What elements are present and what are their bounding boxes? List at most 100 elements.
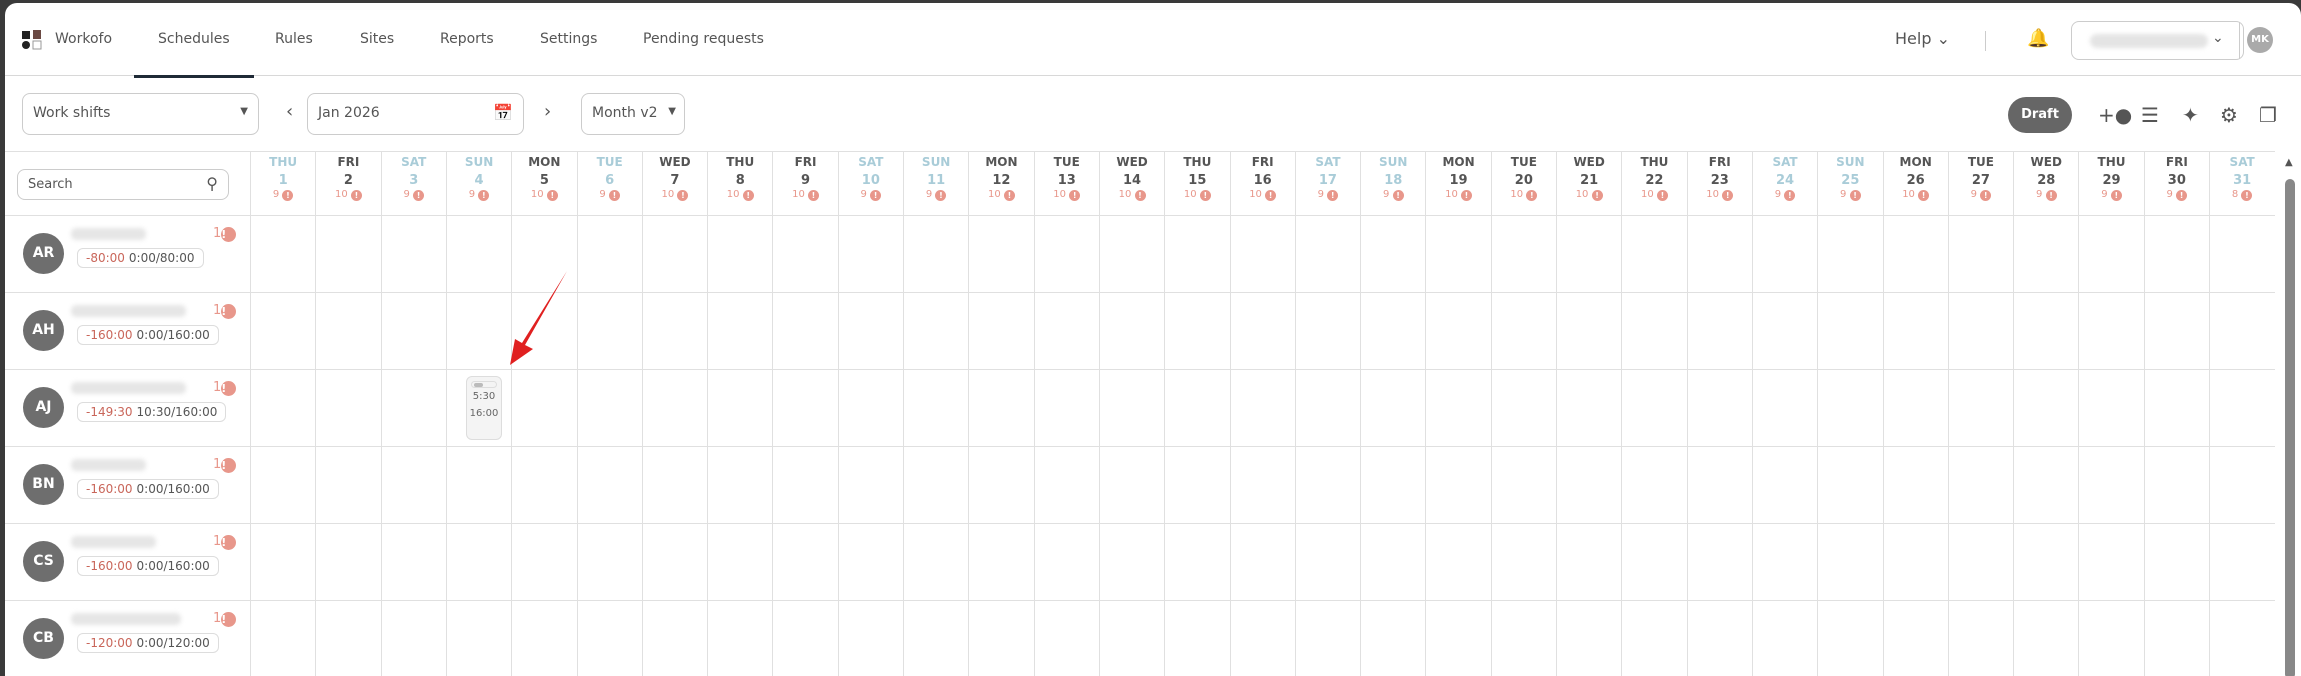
day-cell[interactable] xyxy=(2143,293,2145,370)
day-cell[interactable] xyxy=(968,370,970,447)
day-cell[interactable] xyxy=(1294,293,1296,370)
day-cell[interactable] xyxy=(2143,447,2145,524)
tab-pending-requests[interactable]: Pending requests xyxy=(643,31,764,47)
prev-month-button[interactable]: ‹ xyxy=(286,101,294,122)
avatar[interactable]: BN xyxy=(23,464,64,505)
day-cell[interactable] xyxy=(2209,447,2210,524)
bell-icon[interactable]: 🔔 xyxy=(2027,28,2050,49)
day-cell[interactable] xyxy=(380,216,382,293)
day-cell[interactable] xyxy=(1229,447,1231,524)
day-cell[interactable] xyxy=(1098,293,1100,370)
day-cell[interactable] xyxy=(2078,293,2080,370)
day-cell[interactable] xyxy=(1033,524,1035,601)
day-cell[interactable] xyxy=(576,447,578,524)
day-cell[interactable] xyxy=(968,216,970,293)
tab-rules[interactable]: Rules xyxy=(275,31,313,47)
day-cell[interactable] xyxy=(1556,370,1557,447)
day-cell[interactable] xyxy=(445,370,447,447)
day-cell[interactable] xyxy=(1882,601,1884,676)
day-cell[interactable] xyxy=(641,447,643,524)
day-cell[interactable] xyxy=(1556,293,1557,370)
day-cell[interactable] xyxy=(511,447,513,524)
employee-warning[interactable]: 1! xyxy=(213,534,237,550)
day-cell[interactable] xyxy=(1360,447,1362,524)
day-cell[interactable] xyxy=(1229,293,1231,370)
day-cell[interactable] xyxy=(315,524,317,601)
day-cell[interactable] xyxy=(380,293,382,370)
day-cell[interactable] xyxy=(445,293,447,370)
day-cell[interactable] xyxy=(1686,216,1688,293)
day-cell[interactable] xyxy=(2209,216,2210,293)
scroll-up-icon[interactable]: ▲ xyxy=(2285,157,2293,168)
day-cell[interactable] xyxy=(1425,447,1427,524)
day-cell[interactable] xyxy=(1360,293,1362,370)
day-cell[interactable] xyxy=(1360,216,1362,293)
day-cell[interactable] xyxy=(837,601,839,676)
day-cell[interactable] xyxy=(1621,370,1623,447)
day-cell[interactable] xyxy=(1033,447,1035,524)
day-cell[interactable] xyxy=(2078,216,2080,293)
tab-schedules[interactable]: Schedules xyxy=(134,31,254,78)
day-cell[interactable] xyxy=(576,370,578,447)
day-cell[interactable] xyxy=(250,370,251,447)
day-cell[interactable] xyxy=(1947,447,1949,524)
day-cell[interactable] xyxy=(1425,370,1427,447)
day-cell[interactable] xyxy=(1751,601,1753,676)
day-cell[interactable] xyxy=(1425,601,1427,676)
day-cell[interactable] xyxy=(1033,601,1035,676)
day-cell[interactable] xyxy=(511,601,513,676)
day-cell[interactable] xyxy=(2078,370,2080,447)
day-cell[interactable] xyxy=(1294,524,1296,601)
day-cell[interactable] xyxy=(315,601,317,676)
gear-icon[interactable]: ⚙ xyxy=(2220,103,2238,127)
day-cell[interactable] xyxy=(1294,370,1296,447)
day-cell[interactable] xyxy=(2013,524,2015,601)
day-cell[interactable] xyxy=(837,216,839,293)
day-cell[interactable] xyxy=(445,447,447,524)
day-cell[interactable] xyxy=(1556,601,1557,676)
day-cell[interactable] xyxy=(2078,601,2080,676)
day-cell[interactable] xyxy=(2013,216,2015,293)
day-cell[interactable] xyxy=(1817,293,1819,370)
tune-icon[interactable]: ☰ xyxy=(2141,103,2159,127)
employee-warning[interactable]: 1! xyxy=(213,611,237,627)
tab-sites[interactable]: Sites xyxy=(360,31,395,47)
account-selector[interactable]: ⌄ xyxy=(2071,21,2244,60)
day-cell[interactable] xyxy=(1947,601,1949,676)
day-cell[interactable] xyxy=(1098,524,1100,601)
day-cell[interactable] xyxy=(1164,601,1166,676)
day-cell[interactable] xyxy=(1947,524,1949,601)
scrollbar-thumb[interactable] xyxy=(2285,179,2295,676)
day-cell[interactable] xyxy=(1294,216,1296,293)
tab-reports[interactable]: Reports xyxy=(440,31,494,47)
day-cell[interactable] xyxy=(1621,216,1623,293)
day-cell[interactable] xyxy=(1882,370,1884,447)
day-cell[interactable] xyxy=(1294,601,1296,676)
avatar[interactable]: CB xyxy=(23,618,64,659)
day-cell[interactable] xyxy=(511,524,513,601)
day-cell[interactable] xyxy=(2013,293,2015,370)
avatar[interactable]: AR xyxy=(23,233,64,274)
day-cell[interactable] xyxy=(576,293,578,370)
day-cell[interactable] xyxy=(903,370,904,447)
day-cell[interactable] xyxy=(1947,216,1949,293)
day-cell[interactable] xyxy=(1882,524,1884,601)
day-cell[interactable] xyxy=(707,293,709,370)
day-cell[interactable] xyxy=(2078,524,2080,601)
day-cell[interactable] xyxy=(1033,293,1035,370)
day-cell[interactable] xyxy=(1882,447,1884,524)
status-badge[interactable]: Draft xyxy=(2008,97,2072,133)
mode-select[interactable]: Month v2 ▼ xyxy=(581,93,685,135)
day-cell[interactable] xyxy=(1098,370,1100,447)
day-cell[interactable] xyxy=(968,293,970,370)
day-cell[interactable] xyxy=(903,216,904,293)
day-cell[interactable] xyxy=(1751,216,1753,293)
avatar[interactable]: AJ xyxy=(23,387,64,428)
day-cell[interactable] xyxy=(315,447,317,524)
vertical-scrollbar[interactable]: ▲ xyxy=(2280,151,2301,676)
day-cell[interactable] xyxy=(641,524,643,601)
day-cell[interactable] xyxy=(968,524,970,601)
day-cell[interactable] xyxy=(1556,524,1557,601)
day-cell[interactable] xyxy=(1621,293,1623,370)
tab-settings[interactable]: Settings xyxy=(540,31,598,47)
